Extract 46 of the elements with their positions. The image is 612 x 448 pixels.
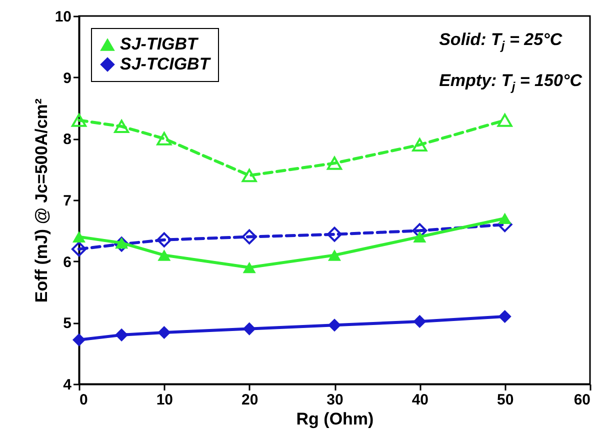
y-tick-label: 9 xyxy=(63,70,72,87)
y-tick-label: 8 xyxy=(63,131,72,148)
point xyxy=(498,212,512,224)
point xyxy=(115,328,128,342)
point xyxy=(326,226,342,242)
point xyxy=(158,250,171,261)
y-tick-label: 6 xyxy=(63,254,72,271)
point xyxy=(498,310,512,324)
x-tick-label: 60 xyxy=(574,392,590,408)
point xyxy=(326,156,342,170)
point xyxy=(242,322,256,336)
y-tick-label: 10 xyxy=(54,8,72,26)
x-tick-label: 40 xyxy=(412,392,429,408)
x-tick-label: 50 xyxy=(496,392,514,408)
point xyxy=(242,262,256,274)
x-tick-label: 30 xyxy=(326,392,344,408)
point xyxy=(158,326,171,339)
x-tick-label: 10 xyxy=(156,392,174,408)
point xyxy=(114,236,130,252)
point xyxy=(242,229,257,244)
point xyxy=(413,314,426,328)
point xyxy=(71,114,87,127)
point xyxy=(413,231,426,242)
point xyxy=(72,231,86,242)
point xyxy=(328,250,342,261)
annotation: Solid: T$_{j}$ = 25°C xyxy=(439,29,564,54)
legend-label: SJ-TCIGBT xyxy=(120,54,212,74)
x-axis-title: Rg (Ohm) xyxy=(296,410,374,428)
y-tick-label: 4 xyxy=(63,376,72,394)
point xyxy=(328,318,342,332)
point xyxy=(497,114,512,127)
annotation: Empty: T$_{j}$ = 150°C xyxy=(439,70,582,96)
x-tick-label: 0 xyxy=(80,392,88,408)
point xyxy=(156,132,172,146)
x-tick-label: 20 xyxy=(241,392,258,408)
point xyxy=(71,242,87,257)
point xyxy=(115,237,128,249)
point xyxy=(412,138,428,152)
point xyxy=(156,232,172,248)
point xyxy=(242,168,257,182)
point xyxy=(114,120,130,134)
legend-label: SJ-TIGBT xyxy=(120,34,200,54)
y-tick-label: 7 xyxy=(63,192,72,210)
y-axis-title: Eoff (mJ) @ Jc=500A/cm² xyxy=(32,98,51,303)
y-tick-label: 5 xyxy=(63,315,72,332)
point xyxy=(72,333,86,346)
